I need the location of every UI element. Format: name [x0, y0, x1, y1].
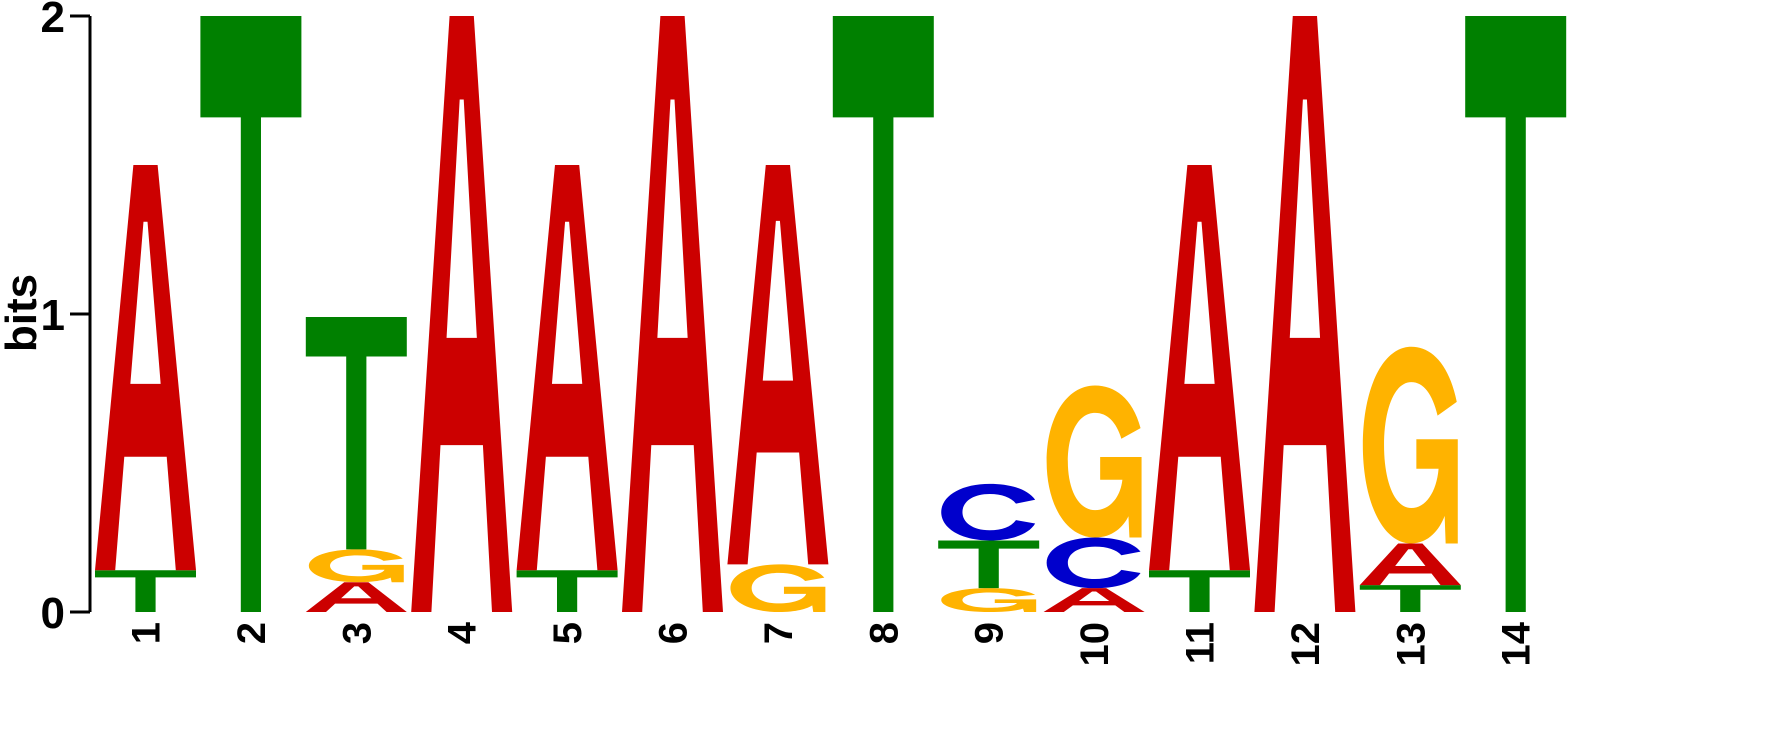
letter-a	[1043, 588, 1145, 612]
position-stack	[1149, 165, 1250, 612]
y-axis: 0 1 2	[41, 0, 92, 638]
letter-t	[1149, 570, 1250, 612]
position-stack	[1465, 16, 1567, 612]
letter-a	[95, 165, 196, 571]
position-stack	[832, 16, 934, 612]
position-stack	[411, 16, 513, 612]
letter-stacks	[95, 16, 1567, 612]
letter-c	[941, 483, 1036, 541]
letter-a	[622, 16, 723, 612]
letter-t	[1465, 16, 1567, 612]
letter-c	[1046, 537, 1141, 589]
y-tick-label: 1	[41, 291, 65, 340]
x-axis-labels: 1 2 3 4 5 6 7 8 9 10 11 12 13 14	[125, 621, 1539, 666]
x-tick-label: 12	[1284, 622, 1328, 667]
position-stack	[516, 165, 618, 612]
letter-a	[516, 165, 618, 571]
letter-a	[727, 165, 829, 565]
x-tick-label: 14	[1495, 621, 1539, 666]
position-stack	[305, 316, 407, 612]
y-tick-label: 0	[41, 589, 65, 638]
x-tick-label: 10	[1073, 622, 1117, 667]
letter-g	[1046, 385, 1142, 538]
position-stack	[200, 16, 302, 612]
letter-t	[1359, 585, 1461, 612]
x-tick-label: 8	[862, 622, 906, 644]
y-axis-title: bits	[0, 274, 46, 352]
letter-t	[200, 16, 302, 612]
letter-a	[1149, 165, 1250, 571]
position-stack	[95, 165, 196, 612]
x-tick-label: 11	[1179, 622, 1223, 664]
letter-t	[832, 16, 934, 612]
x-tick-label: 2	[230, 622, 274, 644]
position-stack	[1043, 385, 1145, 612]
letter-t	[305, 316, 407, 550]
y-tick-label: 2	[41, 0, 65, 42]
letter-a	[1359, 543, 1461, 586]
letter-g	[308, 549, 404, 583]
position-stack	[1254, 16, 1356, 612]
letter-t	[516, 570, 618, 612]
position-stack	[1359, 346, 1461, 612]
x-tick-label: 3	[335, 622, 379, 644]
position-stack	[938, 483, 1040, 612]
position-stack	[622, 16, 723, 612]
letter-a	[305, 582, 407, 612]
letter-a	[411, 16, 513, 612]
letter-g	[730, 564, 826, 612]
x-tick-label: 7	[757, 622, 801, 644]
letter-g	[1362, 346, 1458, 544]
position-stack	[727, 165, 829, 612]
letter-g	[941, 588, 1037, 612]
x-tick-label: 6	[652, 622, 696, 644]
x-tick-label: 1	[125, 622, 169, 644]
x-tick-label: 13	[1389, 622, 1433, 667]
x-tick-label: 5	[546, 622, 590, 644]
letter-t	[95, 570, 196, 612]
letter-a	[1254, 16, 1356, 612]
x-tick-label: 4	[441, 621, 485, 644]
letter-t	[938, 540, 1040, 589]
x-tick-label: 9	[968, 622, 1012, 644]
